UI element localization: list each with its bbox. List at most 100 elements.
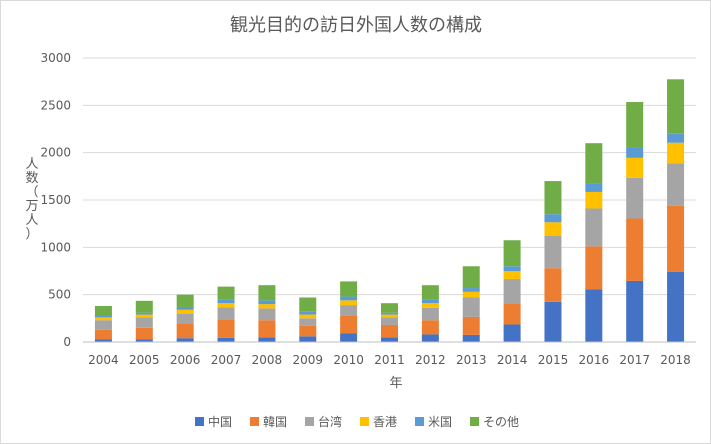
bar-segment [667, 79, 685, 134]
x-tick-label: 2006 [170, 353, 201, 367]
bar-segment [667, 142, 685, 164]
bar-segment [94, 329, 112, 340]
x-tick-label: 2004 [88, 353, 119, 367]
bar-segment [340, 315, 358, 334]
bar-segment [299, 318, 317, 326]
bar-segment [381, 337, 398, 342]
legend-swatch [195, 417, 204, 426]
bar-segment [299, 297, 317, 312]
bar-segment [544, 235, 562, 269]
legend-label: その他 [483, 415, 519, 429]
y-axis-title-char: 万 [25, 199, 38, 214]
bar-segment [176, 309, 194, 314]
bar-segment [176, 306, 194, 310]
bar-segment [135, 339, 153, 342]
bar-segment [626, 218, 644, 281]
bar-segment [503, 303, 521, 325]
bar-segment [585, 289, 603, 342]
bar-segment [94, 317, 112, 321]
legend-swatch [360, 417, 369, 426]
bar-segment [421, 285, 439, 300]
x-tick-label: 2008 [252, 353, 283, 367]
bar-segment [544, 222, 562, 236]
y-axis-title-char: ） [25, 227, 38, 242]
bar-segment [258, 285, 276, 301]
bar-segment [544, 181, 562, 215]
bar-segment [421, 320, 439, 335]
bar-segment [176, 313, 194, 325]
bar-segment [176, 338, 194, 342]
bar-segment [176, 324, 194, 339]
bar-segment [381, 303, 398, 313]
bar-segment [340, 333, 358, 342]
y-axis-title: 人数（万人） [25, 157, 38, 242]
bar-segment [544, 301, 562, 342]
y-axis-title-char: （ [25, 185, 38, 200]
bar-segment [135, 300, 153, 313]
bar-segment [626, 147, 644, 158]
bar-segment [299, 311, 317, 315]
bar-segment [94, 320, 112, 330]
x-axis-title: 年 [389, 376, 402, 391]
bars [94, 79, 685, 342]
x-tick-label: 2010 [333, 353, 364, 367]
bar-segment [258, 300, 276, 305]
bar-segment [503, 324, 521, 342]
bar-segment [503, 271, 521, 280]
bar-segment [340, 300, 358, 306]
bar-segment [626, 157, 644, 178]
x-tick-label: 2017 [619, 353, 650, 367]
x-tick-label: 2013 [456, 353, 487, 367]
legend-swatch [415, 417, 424, 426]
gridlines [83, 57, 696, 296]
legend-label: 台湾 [318, 414, 342, 429]
y-tick-label: 2000 [40, 146, 71, 160]
y-tick-label: 0 [63, 335, 71, 349]
bar-segment [258, 337, 276, 342]
bar-segment [421, 303, 439, 308]
bar-segment [503, 240, 521, 267]
bar-segment [135, 314, 153, 318]
bar-segment [667, 271, 685, 342]
bar-segment [217, 337, 235, 342]
x-tick-label: 2014 [497, 353, 528, 367]
bar-segment [94, 315, 112, 318]
bar-segment [217, 299, 235, 304]
bar-segment [340, 296, 358, 301]
bar-segment [135, 312, 153, 315]
bar-segment [503, 266, 521, 271]
legend: 中国 韓国 台湾 香港 米国 その他 [195, 414, 519, 429]
bar-segment [299, 325, 317, 337]
bar-segment [258, 320, 276, 338]
bar-segment [176, 294, 194, 307]
y-tick-label: 1500 [40, 193, 71, 207]
bar-segment [421, 334, 439, 342]
bar-segment [462, 288, 480, 292]
bar-segment [217, 286, 235, 300]
bar-segment [381, 312, 398, 315]
bar-segment [217, 303, 235, 308]
bar-segment [299, 336, 317, 342]
bar-segment [258, 304, 276, 309]
y-axis-title-char: 人 [25, 157, 38, 172]
bar-segment [421, 299, 439, 304]
y-tick-label: 2500 [40, 98, 71, 112]
bar-segment [135, 327, 153, 340]
bar-segment [503, 279, 521, 304]
bar-segment [585, 143, 603, 184]
bar-segment [462, 297, 480, 317]
bar-segment [217, 319, 235, 338]
bar-segment [94, 339, 112, 342]
bar-segment [667, 205, 685, 272]
bar-segment [667, 133, 685, 143]
legend-label: 香港 [373, 415, 397, 429]
legend-label: 中国 [208, 414, 232, 429]
bar-segment [94, 306, 112, 316]
bar-segment [421, 307, 439, 321]
y-tick-label: 3000 [40, 51, 71, 65]
legend-label: 韓国 [263, 415, 287, 429]
x-tick-label: 2016 [579, 353, 610, 367]
bar-segment [462, 266, 480, 289]
